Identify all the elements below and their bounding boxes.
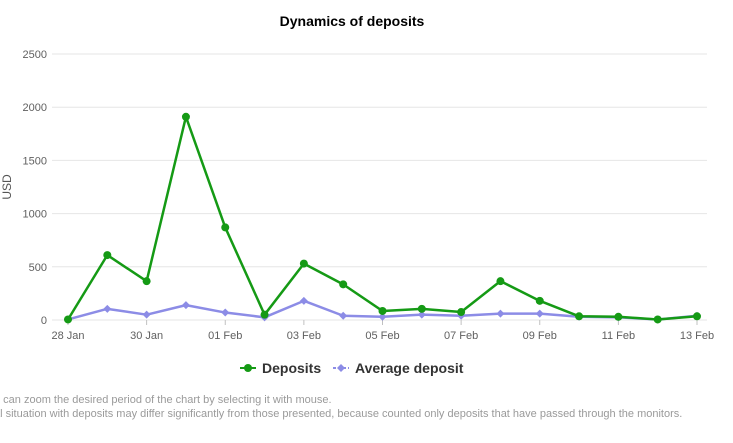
average-deposit-point[interactable] <box>299 296 308 305</box>
grid-lines <box>52 53 707 321</box>
deposits-point[interactable] <box>417 304 426 313</box>
y-tick-label: 1000 <box>23 209 47 221</box>
x-axis-ticks: 28 Jan 30 Jan 01 Feb 03 Feb 05 Feb 07 Feb 09 F… <box>51 320 714 342</box>
average-deposit-point[interactable] <box>496 309 505 318</box>
x-tick-label: 11 Feb <box>602 330 635 342</box>
y-axis-label: USD <box>0 174 14 200</box>
deposits-point[interactable] <box>64 315 72 324</box>
average-deposit-point[interactable] <box>103 304 112 313</box>
x-tick-label: 30 Jan <box>130 330 163 342</box>
deposits-point[interactable] <box>103 251 112 260</box>
average-deposit-point[interactable] <box>535 309 544 318</box>
y-tick-label: 1500 <box>23 155 47 167</box>
deposits-point[interactable] <box>457 308 466 317</box>
average-deposit-point[interactable] <box>181 301 190 310</box>
average-deposit-point[interactable] <box>417 310 426 319</box>
legend-marker <box>244 364 252 372</box>
y-tick-label: 500 <box>29 262 47 274</box>
zoom-hint-note: u can zoom the desired period of the cha… <box>0 394 332 406</box>
x-tick-label: 03 Feb <box>287 330 321 342</box>
deposits-point[interactable] <box>260 310 269 319</box>
x-tick-label: 07 Feb <box>444 330 478 342</box>
legend-marker <box>337 364 345 372</box>
deposits-point[interactable] <box>378 306 387 315</box>
deposits-point[interactable] <box>221 223 230 232</box>
average-deposit-point[interactable] <box>221 308 230 317</box>
deposits-point[interactable] <box>693 312 701 321</box>
deposits-point[interactable] <box>575 312 584 321</box>
deposits-point[interactable] <box>614 312 623 321</box>
x-tick-label: 05 Feb <box>365 330 399 342</box>
deposits-point[interactable] <box>496 277 505 286</box>
deposits-point[interactable] <box>535 296 544 305</box>
y-tick-label: 0 <box>41 315 47 327</box>
average-deposit-point[interactable] <box>378 312 387 321</box>
x-tick-label: 28 Jan <box>51 330 84 342</box>
legend-label: Average deposit <box>355 360 464 376</box>
disclaimer-note: al situation with deposits may differ si… <box>0 408 683 420</box>
series-group <box>64 112 701 324</box>
deposits-point[interactable] <box>181 112 190 121</box>
legend-label: Deposits <box>262 360 321 376</box>
deposits-line <box>66 115 698 321</box>
x-tick-label: 13 Feb <box>680 330 714 342</box>
deposits-point[interactable] <box>339 280 348 289</box>
legend-item-average-deposit[interactable]: Average deposit <box>333 360 464 376</box>
x-tick-label: 09 Feb <box>523 330 557 342</box>
legend[interactable]: Deposits Average deposit <box>240 360 464 376</box>
legend-item-deposits[interactable]: Deposits <box>240 360 321 376</box>
y-axis-ticks: 0 500 1000 1500 2000 2500 <box>23 49 47 327</box>
chart-title: Dynamics of deposits <box>280 13 425 29</box>
y-tick-label: 2500 <box>23 49 47 61</box>
y-tick-label: 2000 <box>23 102 47 114</box>
x-tick-label: 01 Feb <box>208 330 242 342</box>
deposits-point[interactable] <box>142 277 151 286</box>
deposits-point[interactable] <box>299 259 308 268</box>
deposits-point[interactable] <box>653 315 662 324</box>
average-deposit-point[interactable] <box>339 311 348 320</box>
average-deposit-point[interactable] <box>142 310 151 319</box>
